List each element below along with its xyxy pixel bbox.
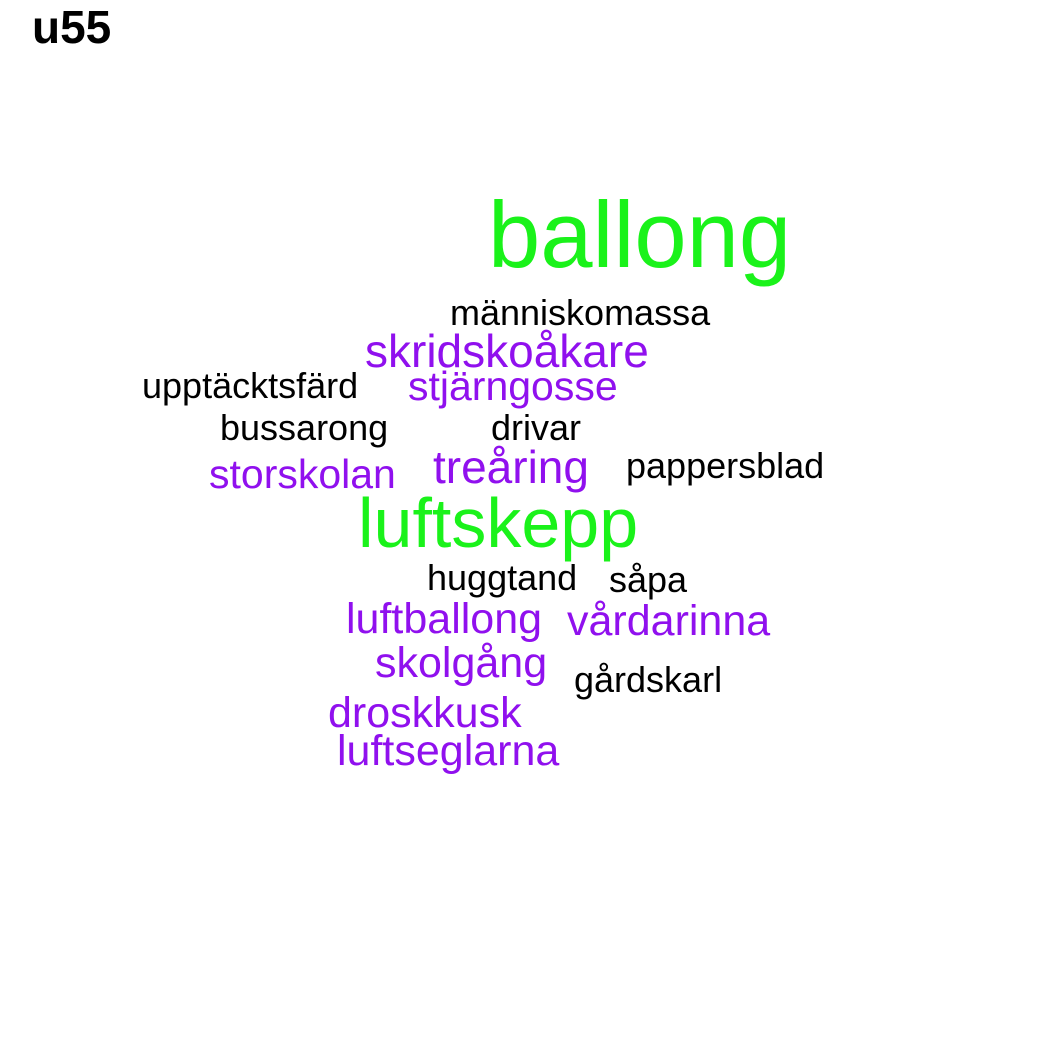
word-droskkusk: droskkusk [328, 689, 522, 737]
word-manniskomassa: människomassa [450, 292, 711, 333]
word-huggtand: huggtand [427, 557, 578, 598]
word-skolgang: skolgång [375, 639, 548, 687]
word-luftskepp: luftskepp [358, 484, 639, 562]
word-luftballong: luftballong [346, 595, 543, 643]
word-drivar: drivar [491, 407, 582, 448]
page-title: u55 [32, 1, 112, 53]
word-sapa: såpa [609, 559, 688, 600]
word-skridskoakare: skridskoåkare [365, 325, 649, 377]
word-trearing: treåring [433, 441, 589, 493]
word-ballong: ballong [488, 182, 792, 287]
word-luftseglarna: luftseglarna [337, 727, 560, 775]
word-pappersblad: pappersblad [626, 445, 825, 486]
word-bussarong: bussarong [220, 407, 389, 448]
word-upptacktsfard: upptäcktsfärd [142, 365, 359, 406]
word-storskolan: storskolan [209, 451, 396, 497]
word-vardarinna: vårdarinna [567, 597, 771, 645]
word-gardskarl: gårdskarl [574, 659, 723, 700]
word-stjarngosse: stjärngosse [408, 363, 618, 409]
